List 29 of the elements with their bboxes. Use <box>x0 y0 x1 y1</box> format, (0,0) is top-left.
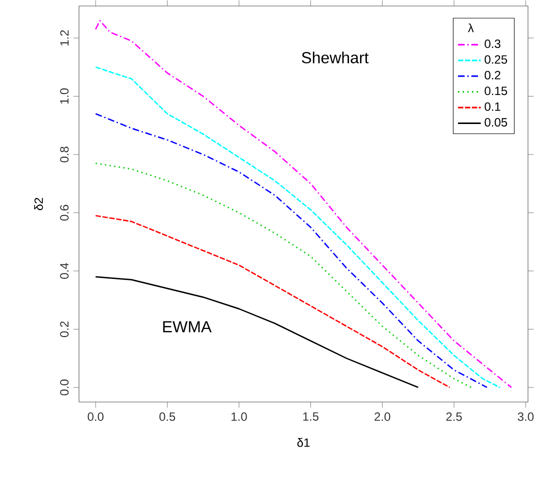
x-tick-label: 1.5 <box>303 412 319 421</box>
line-series <box>94 214 450 388</box>
legend-label: 0.15 <box>484 86 508 96</box>
x-tick-label: 3.0 <box>518 412 534 421</box>
x-tick-label: 2.0 <box>374 412 390 421</box>
y-tick-label: 1.0 <box>60 88 69 104</box>
legend-label: 0.3 <box>484 40 500 48</box>
y-tick-label: 0.4 <box>60 262 69 279</box>
x-tick-label: 2.5 <box>446 412 462 421</box>
x-axis-title: δ1 <box>297 438 310 447</box>
legend-label: 0.05 <box>484 118 508 127</box>
legend-label: 0.1 <box>484 102 500 111</box>
y-tick-label: 0.2 <box>60 321 69 338</box>
y-tick-label: 0.6 <box>60 204 69 221</box>
y-axis-title: δ2 <box>34 198 43 210</box>
line-series <box>94 20 512 388</box>
line-series <box>94 276 419 388</box>
legend-title: λ <box>468 23 474 32</box>
legend-label: 0.25 <box>484 55 508 64</box>
x-tick-label: 0.0 <box>88 412 104 421</box>
y-tick-label: 1.2 <box>60 30 69 46</box>
annotation: Shewhart <box>302 52 369 64</box>
y-tick-label: 0.0 <box>60 380 69 396</box>
line-series <box>94 162 472 388</box>
y-tick-label: 0.8 <box>60 146 69 162</box>
legend-label: 0.2 <box>484 70 500 80</box>
x-tick-label: 1.0 <box>232 412 247 421</box>
annotation: EWMA <box>163 321 212 332</box>
x-tick-label: 0.5 <box>159 412 176 421</box>
